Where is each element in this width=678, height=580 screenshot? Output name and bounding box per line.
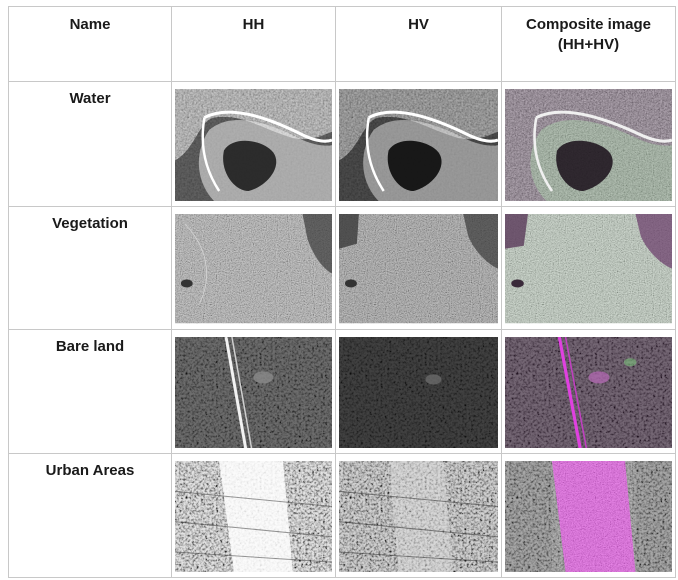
vegetation-hh-image xyxy=(175,214,332,324)
header-hv: HV xyxy=(408,16,429,33)
urban-composite-image xyxy=(505,460,672,572)
table-row: Bare land xyxy=(8,328,676,454)
row-name-cell: Water xyxy=(8,81,172,208)
header-composite-line2: (HH+HV) xyxy=(557,36,620,53)
composite-image-cell xyxy=(501,81,676,208)
row-name-cell: Urban Areas xyxy=(8,452,172,579)
header-hh-cell: HH xyxy=(171,5,336,83)
hh-image-cell xyxy=(171,452,336,579)
row-name: Bare land xyxy=(55,337,125,355)
row-name-cell: Bare land xyxy=(8,328,172,454)
hh-image-cell xyxy=(171,206,336,330)
hv-image-cell xyxy=(335,206,502,330)
composite-image-cell xyxy=(501,206,676,330)
table-row: Urban Areas xyxy=(8,452,676,579)
urban-hv-image xyxy=(339,460,498,572)
header-composite-line1: Composite image xyxy=(525,16,652,33)
bare-land-hh-image xyxy=(175,336,332,448)
vegetation-composite-image xyxy=(505,214,672,324)
bare-land-hv-image xyxy=(339,336,498,448)
hh-image-cell xyxy=(171,328,336,454)
bare-land-composite-image xyxy=(505,336,672,448)
table-row: Vegetation xyxy=(8,206,676,330)
hv-image-cell xyxy=(335,452,502,579)
header-hv-cell: HV xyxy=(335,5,502,83)
sar-land-cover-table: Name HH HV Composite image (HH+HV) Water xyxy=(8,5,676,579)
row-name: Urban Areas xyxy=(45,461,135,479)
composite-image-cell xyxy=(501,452,676,579)
water-composite-image xyxy=(505,89,672,202)
vegetation-hv-image xyxy=(339,214,498,324)
urban-hh-image xyxy=(175,460,332,572)
hv-image-cell xyxy=(335,81,502,208)
header-composite-cell: Composite image (HH+HV) xyxy=(501,5,676,83)
row-name-cell: Vegetation xyxy=(8,206,172,330)
header-row: Name HH HV Composite image (HH+HV) xyxy=(8,5,676,83)
row-name: Water xyxy=(69,90,111,108)
header-composite: Composite image (HH+HV) xyxy=(503,8,675,55)
hh-image-cell xyxy=(171,81,336,208)
header-name: Name xyxy=(69,16,111,33)
header-name-cell: Name xyxy=(8,5,172,83)
water-hh-image xyxy=(175,89,332,202)
table-row: Water xyxy=(8,81,676,208)
composite-image-cell xyxy=(501,328,676,454)
hv-image-cell xyxy=(335,328,502,454)
header-hh: HH xyxy=(242,16,265,33)
water-hv-image xyxy=(339,89,498,202)
row-name: Vegetation xyxy=(52,215,128,233)
